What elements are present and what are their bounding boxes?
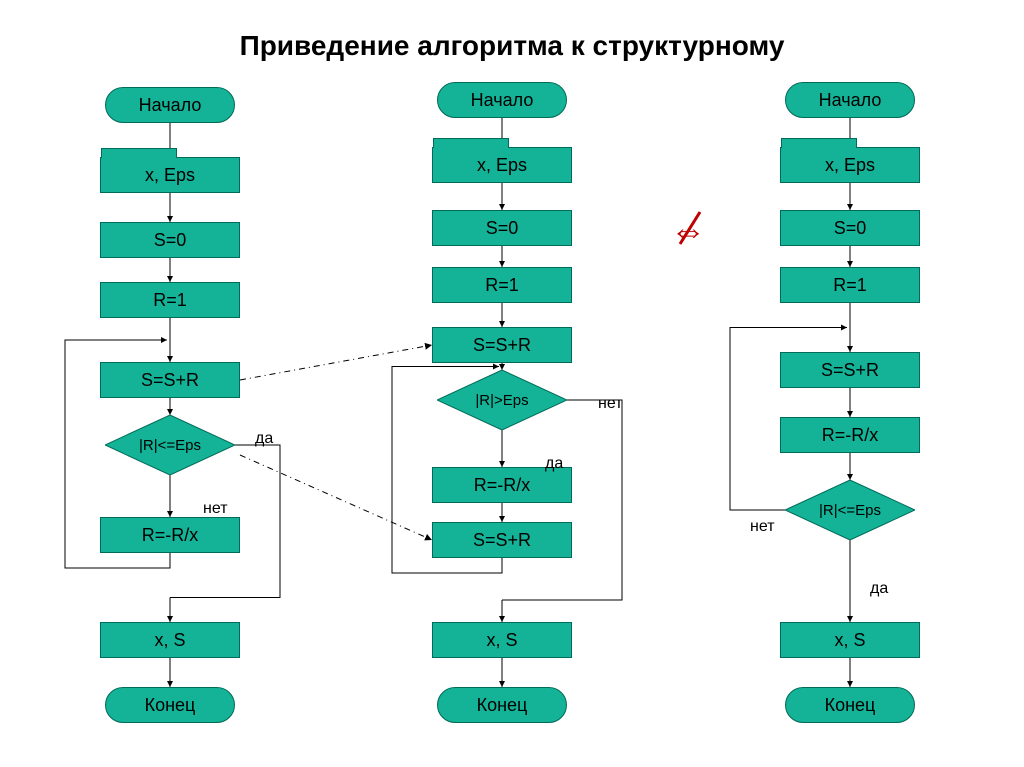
not-equivalent-symbol: ⇔ — [670, 210, 706, 252]
diagram-canvas: Приведение алгоритма к структурному Нача… — [0, 0, 1024, 767]
io-in: x, Eps — [780, 147, 920, 183]
proc-s0: S=0 — [780, 210, 920, 246]
proc-r1: R=1 — [432, 267, 572, 303]
term-end: Конец — [437, 687, 567, 723]
proc-s0: S=0 — [100, 222, 240, 258]
term-start: Начало — [105, 87, 235, 123]
proc-out: x, S — [432, 622, 572, 658]
proc-ssr: S=S+R — [780, 352, 920, 388]
term-end: Конец — [105, 687, 235, 723]
proc-rrx: R=-R/x — [100, 517, 240, 553]
proc-r1: R=1 — [780, 267, 920, 303]
term-end: Конец — [785, 687, 915, 723]
label-no-3: нет — [750, 518, 775, 536]
proc-rrx: R=-R/x — [780, 417, 920, 453]
term-start: Начало — [437, 82, 567, 118]
proc-s0: S=0 — [432, 210, 572, 246]
proc-out: x, S — [780, 622, 920, 658]
decision-cond: |R|<=Eps — [105, 415, 235, 475]
proc-ssr1: S=S+R — [432, 327, 572, 363]
decision-cond: |R|>Eps — [437, 370, 567, 430]
io-in: x, Eps — [100, 157, 240, 193]
proc-r1: R=1 — [100, 282, 240, 318]
term-start: Начало — [785, 82, 915, 118]
label-yes-2: да — [545, 455, 563, 473]
proc-out: x, S — [100, 622, 240, 658]
io-in: x, Eps — [432, 147, 572, 183]
label-yes-1: да — [255, 430, 273, 448]
label-no-1: нет — [203, 500, 228, 518]
label-no-2: нет — [598, 395, 623, 413]
decision-cond: |R|<=Eps — [785, 480, 915, 540]
proc-ssr2: S=S+R — [432, 522, 572, 558]
proc-ssr: S=S+R — [100, 362, 240, 398]
label-yes-3: да — [870, 580, 888, 598]
page-title: Приведение алгоритма к структурному — [0, 30, 1024, 62]
equiv-glyph: ⇔ — [670, 210, 706, 251]
